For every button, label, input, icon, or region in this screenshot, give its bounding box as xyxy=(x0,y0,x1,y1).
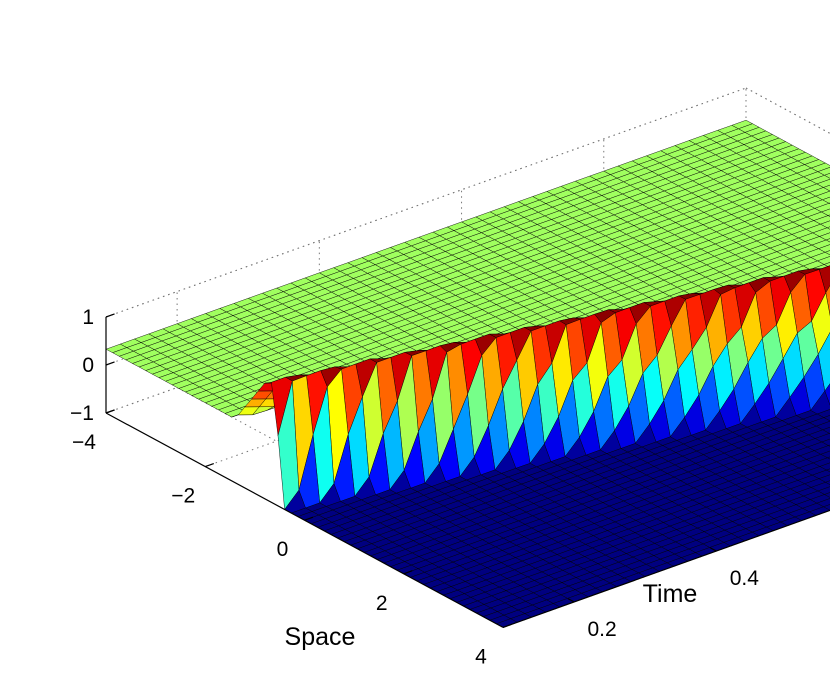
x-tick-label: 4 xyxy=(475,645,487,668)
z-tick-label: 0 xyxy=(82,354,94,377)
x-tick-label: −4 xyxy=(72,431,96,454)
x-tick-label: −2 xyxy=(171,485,195,508)
x-axis-title: Space xyxy=(285,623,356,651)
y-tick-label: 0.2 xyxy=(588,618,617,641)
z-tick xyxy=(106,410,115,413)
z-tick xyxy=(106,314,115,317)
x-tick-label: 2 xyxy=(376,592,388,615)
x-tick-label: 0 xyxy=(277,538,289,561)
z-tick-label: 1 xyxy=(82,306,94,329)
y-axis-title: Time xyxy=(643,580,698,608)
z-tick xyxy=(106,362,115,365)
y-tick-label: 0.4 xyxy=(730,567,760,590)
z-tick-label: −1 xyxy=(70,402,94,425)
surface-mesh xyxy=(106,120,830,627)
x-tick xyxy=(205,464,214,467)
